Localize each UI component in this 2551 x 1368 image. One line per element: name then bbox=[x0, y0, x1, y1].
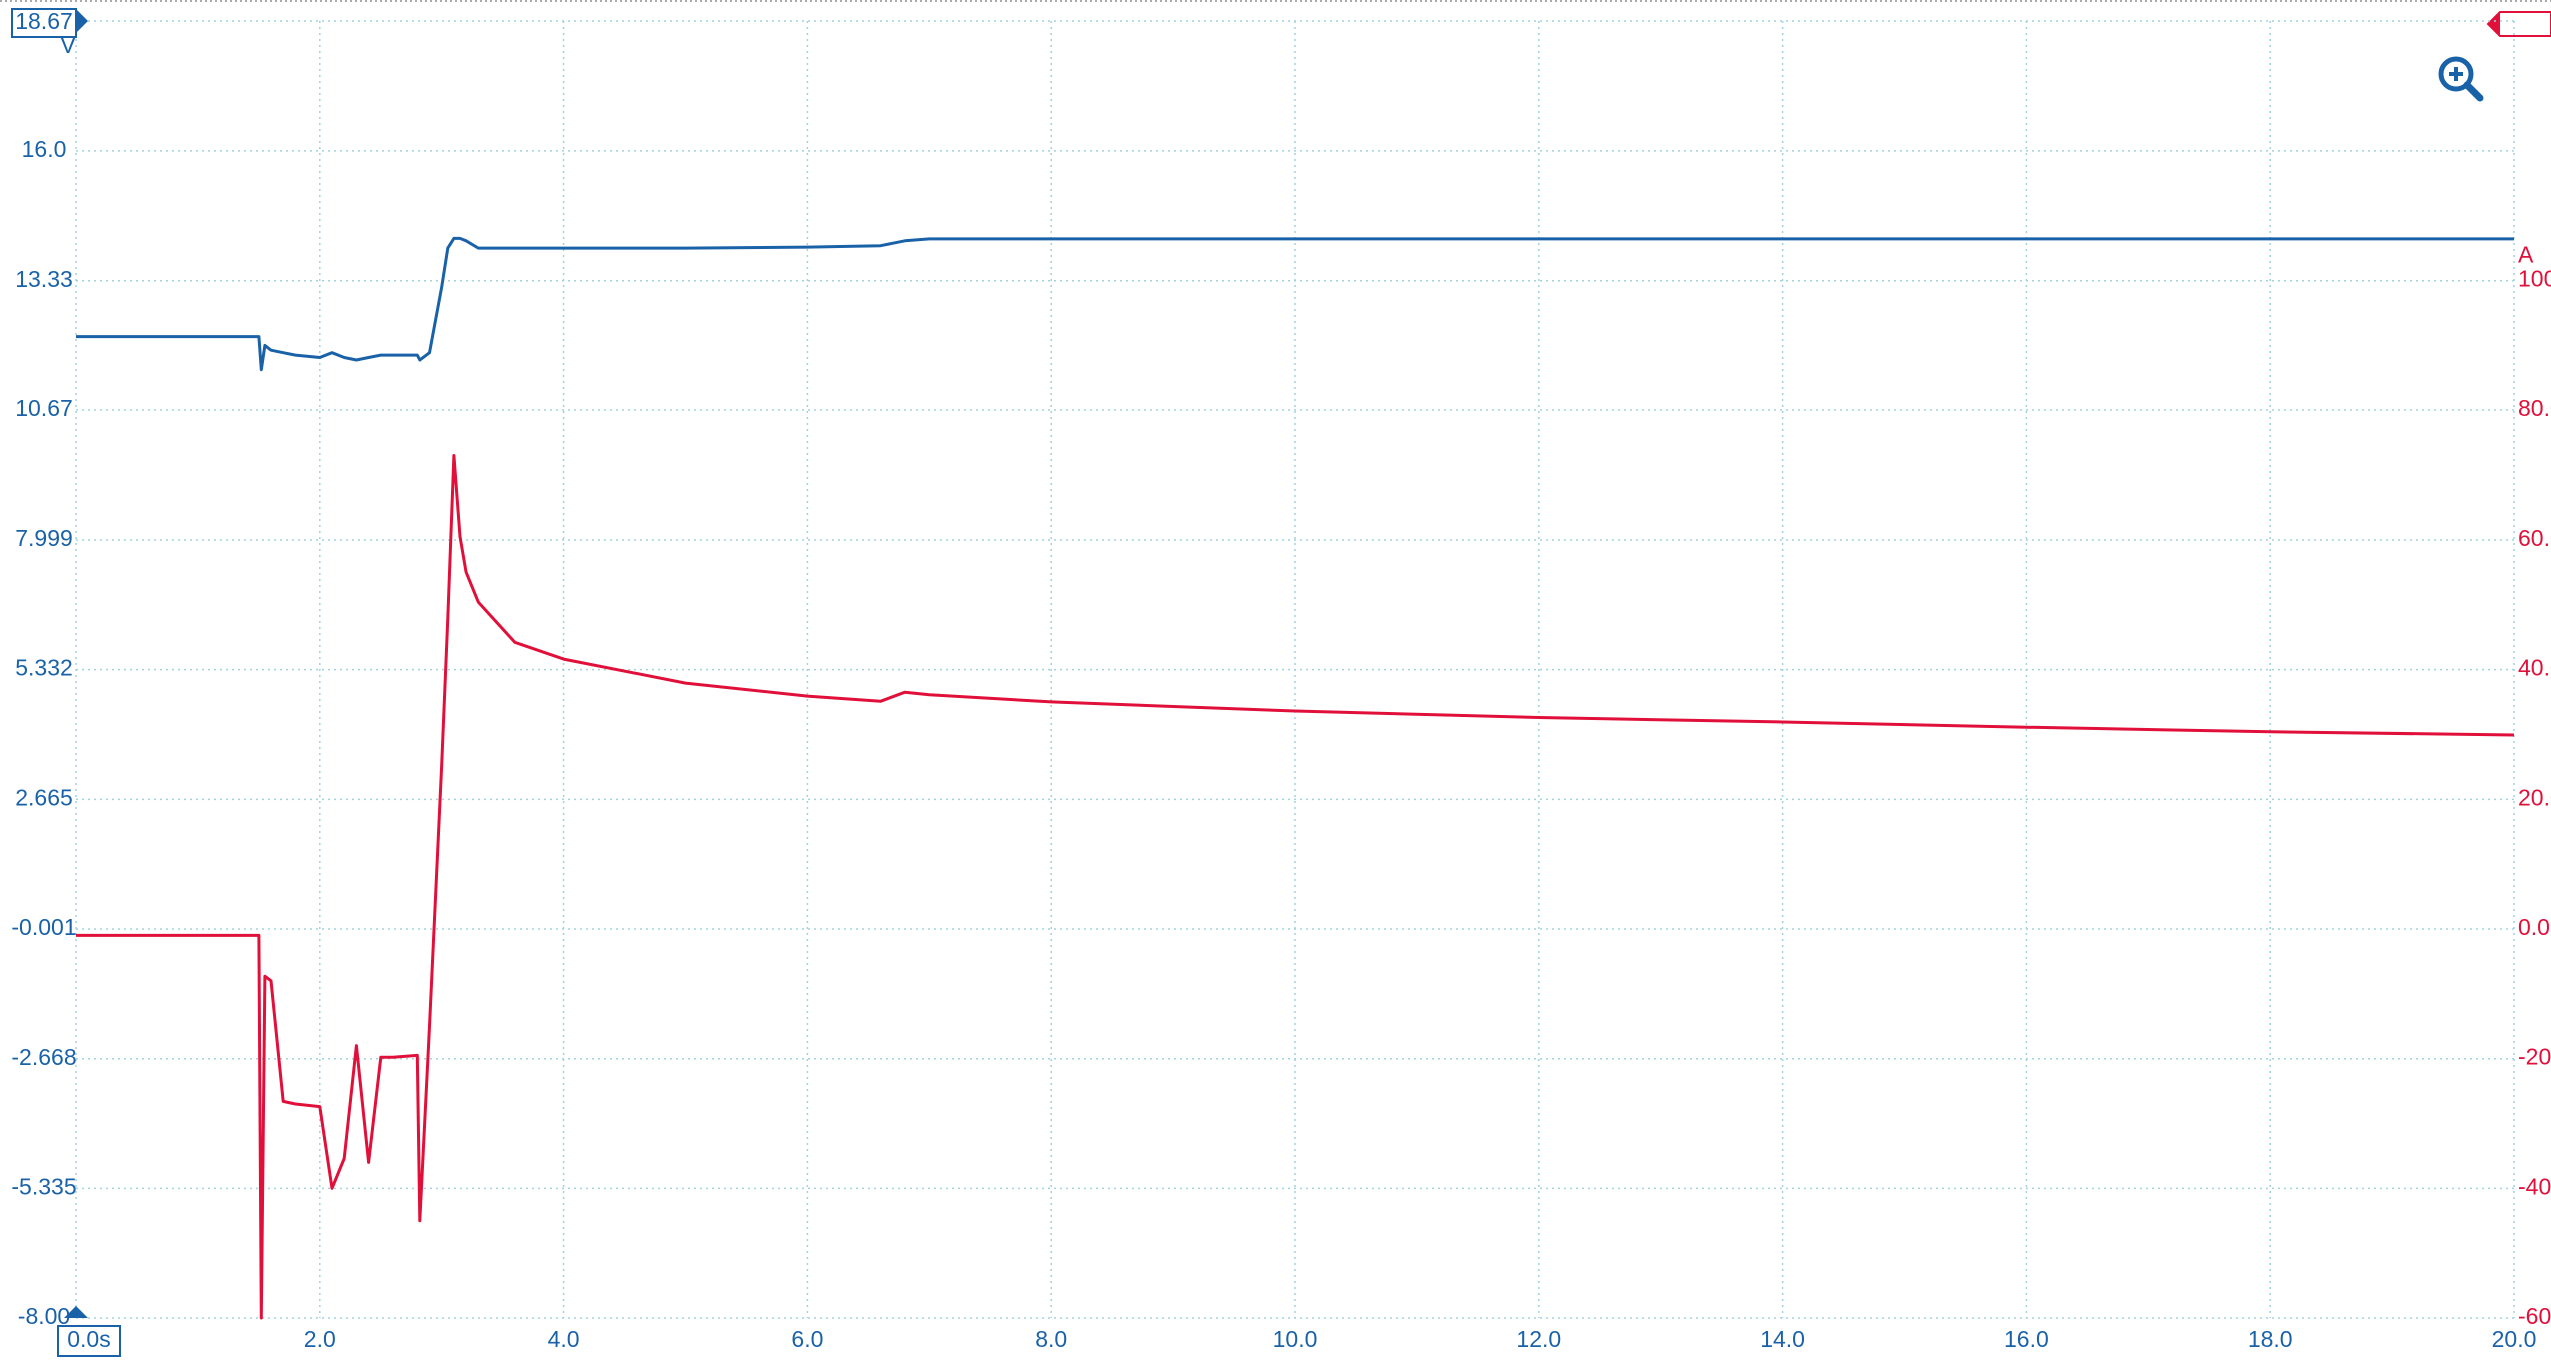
x-tick-label: 14.0 bbox=[1760, 1326, 1805, 1352]
y-tick-label: -5.335 bbox=[11, 1173, 76, 1199]
y-tick-label: -0.001 bbox=[11, 914, 76, 940]
x-tick-label: 6.0 bbox=[791, 1326, 823, 1352]
y2-marker-arrow bbox=[2488, 12, 2500, 36]
y2-tick-label: 40.0 bbox=[2518, 655, 2551, 681]
y2-tick-label: 80.0 bbox=[2518, 395, 2551, 421]
x-tick-label: 16.0 bbox=[2004, 1326, 2049, 1352]
y2-tick-label: 20.0 bbox=[2518, 784, 2551, 810]
x-tick-label: 12.0 bbox=[1516, 1326, 1561, 1352]
y-tick-label: 13.33 bbox=[15, 266, 73, 292]
x-tick-label: 10.0 bbox=[1273, 1326, 1318, 1352]
x-tick-label: 20.0 bbox=[2492, 1326, 2537, 1352]
y-top-box bbox=[11, 8, 77, 38]
y2-tick-label: -40.0 bbox=[2518, 1173, 2551, 1199]
series-line bbox=[76, 236, 2514, 372]
y2-tick-label: -60.0 bbox=[2518, 1303, 2551, 1329]
y2-unit: A bbox=[2518, 241, 2534, 267]
y-bottom-marker bbox=[64, 1306, 88, 1318]
y-tick-label: 10.67 bbox=[15, 395, 73, 421]
y-tick-label: 16.0 bbox=[22, 136, 67, 162]
y-marker bbox=[76, 9, 88, 33]
y-unit: V bbox=[60, 32, 76, 58]
x-tick-label: 2.0 bbox=[304, 1326, 336, 1352]
y2-tick-label: 0.0 bbox=[2518, 914, 2550, 940]
y-tick-label: 7.999 bbox=[15, 525, 73, 551]
y2-tick-label: -20.0 bbox=[2518, 1044, 2551, 1070]
y-tick-label: -8.00 bbox=[18, 1303, 70, 1329]
x-tick-label: 0.0s bbox=[67, 1326, 110, 1352]
zoom-icon[interactable] bbox=[2438, 56, 2484, 102]
y2-tick-label: 100 bbox=[2518, 265, 2551, 291]
x-origin-box bbox=[57, 1325, 121, 1357]
y-tick-label: 18.67 bbox=[15, 8, 73, 34]
y-tick-label: -2.668 bbox=[11, 1044, 76, 1070]
y-tick-label: 5.332 bbox=[15, 655, 73, 681]
x-tick-label: 18.0 bbox=[2248, 1326, 2293, 1352]
x-tick-label: 8.0 bbox=[1035, 1326, 1067, 1352]
series-line bbox=[76, 454, 2515, 1320]
y2-tick-label: 60.0 bbox=[2518, 525, 2551, 551]
y-tick-label: 2.665 bbox=[15, 784, 73, 810]
x-tick-label: 4.0 bbox=[548, 1326, 580, 1352]
